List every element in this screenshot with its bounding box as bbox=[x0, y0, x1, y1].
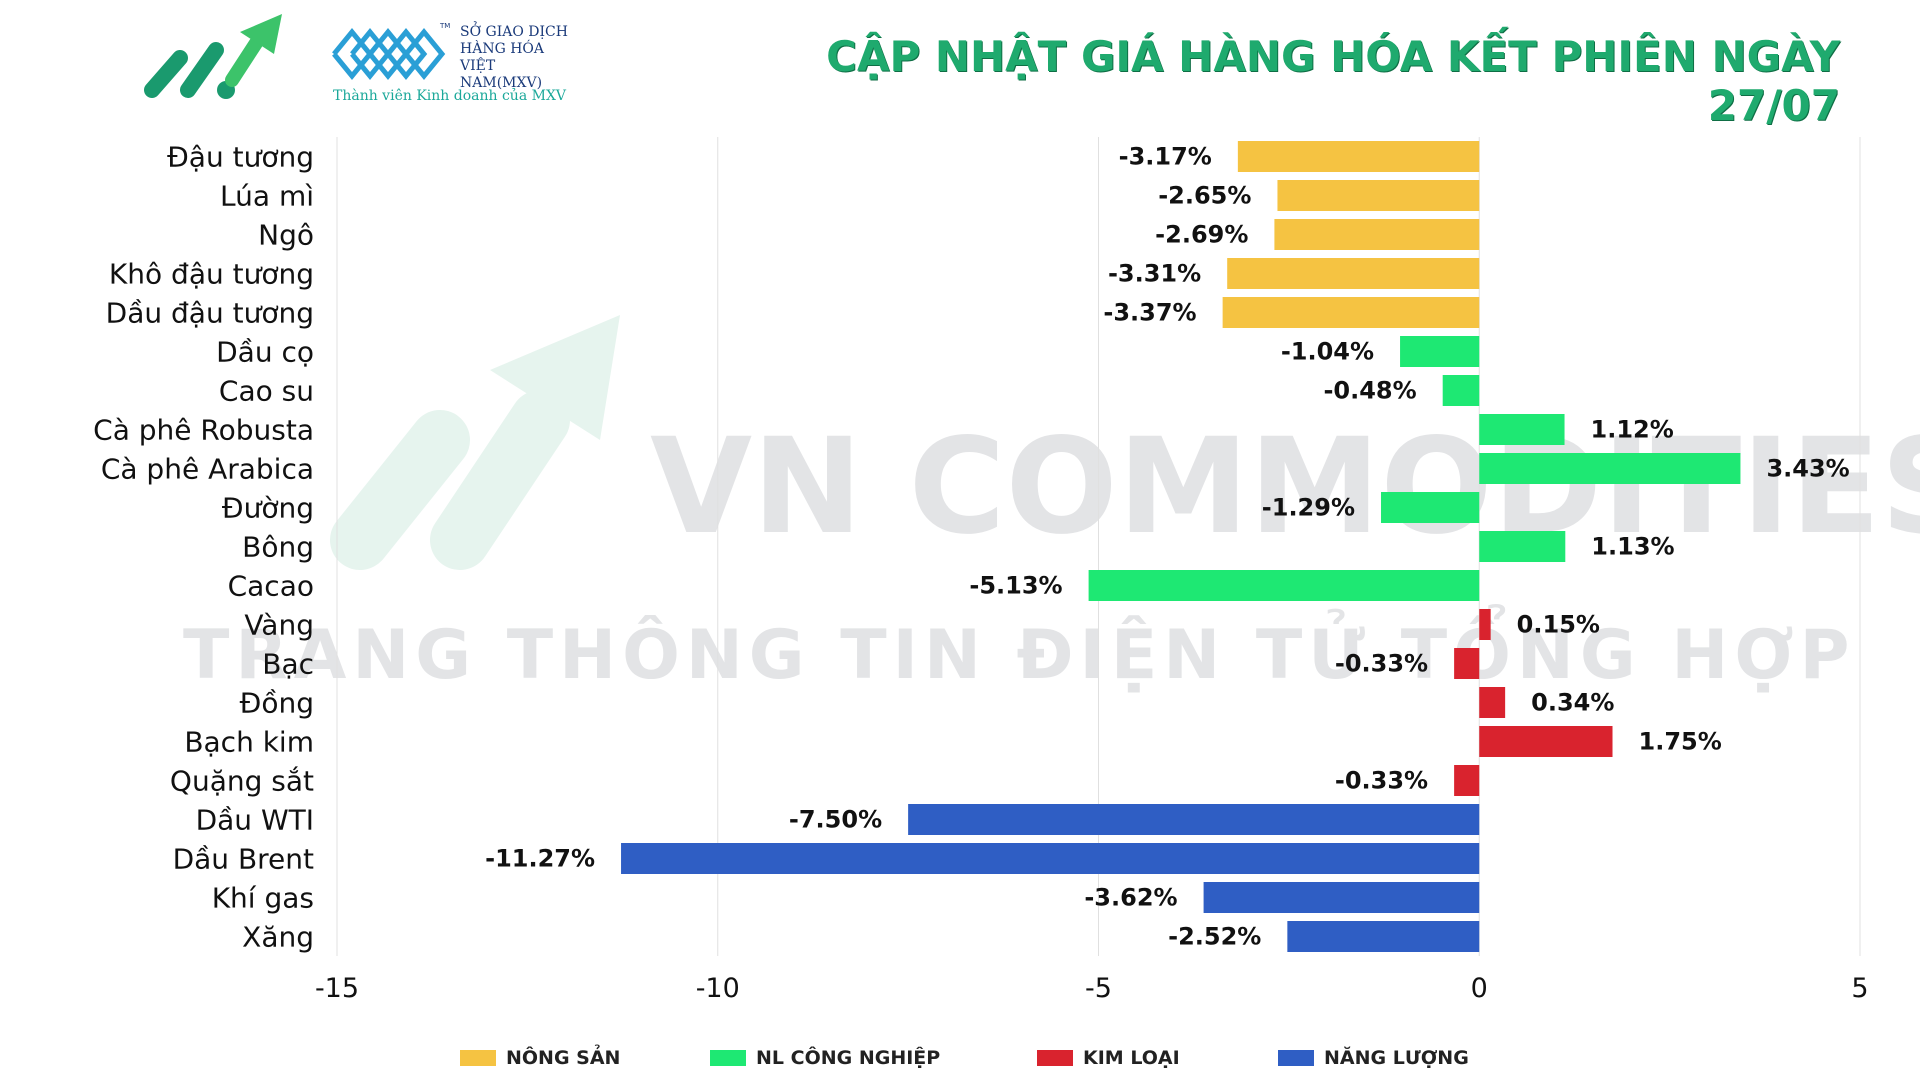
category-label: Cao su bbox=[219, 375, 314, 408]
category-label: Đậu tương bbox=[167, 141, 314, 174]
data-label: -0.33% bbox=[1335, 767, 1428, 795]
category-label: Khí gas bbox=[212, 882, 314, 915]
data-label: -1.04% bbox=[1281, 338, 1374, 366]
data-label: -1.29% bbox=[1262, 494, 1355, 522]
legend-swatch-nl-cong-nghiep bbox=[710, 1050, 746, 1066]
bar bbox=[1479, 726, 1613, 757]
bar bbox=[1454, 765, 1480, 796]
category-label: Ngô bbox=[258, 219, 314, 252]
category-label: Xăng bbox=[242, 921, 314, 954]
category-label: Khô đậu tương bbox=[109, 258, 314, 291]
bar bbox=[1277, 180, 1480, 211]
category-label: Dầu Brent bbox=[173, 843, 314, 876]
category-label: Bông bbox=[242, 531, 314, 564]
legend-label-nl-cong-nghiep: NL CÔNG NGHIỆP bbox=[756, 1047, 941, 1069]
bar bbox=[1442, 375, 1480, 406]
bar bbox=[1274, 219, 1480, 250]
bar bbox=[1381, 492, 1480, 523]
bar bbox=[1203, 882, 1480, 913]
x-tick-label: -10 bbox=[696, 973, 740, 1004]
bar bbox=[621, 843, 1480, 874]
page-title: CẬP NHẬT GIÁ HÀNG HÓA KẾT PHIÊN NGÀY 27/… bbox=[826, 32, 1840, 130]
bar bbox=[1479, 453, 1741, 484]
category-label: Cà phê Arabica bbox=[101, 453, 314, 486]
data-label: -2.69% bbox=[1155, 221, 1248, 249]
legend-label-nang-luong: NĂNG LƯỢNG bbox=[1324, 1047, 1469, 1069]
category-label: Cacao bbox=[228, 570, 314, 603]
category-label: Cà phê Robusta bbox=[93, 414, 314, 447]
category-label: Đồng bbox=[240, 687, 314, 720]
data-label: -0.33% bbox=[1335, 650, 1428, 678]
category-label: Dầu WTI bbox=[196, 804, 314, 837]
data-label: -0.48% bbox=[1323, 377, 1416, 405]
data-label: -3.62% bbox=[1084, 884, 1177, 912]
data-label: -11.27% bbox=[485, 845, 595, 873]
data-label: -3.31% bbox=[1108, 260, 1201, 288]
bar bbox=[1088, 570, 1480, 601]
legend-swatch-kim-loai bbox=[1037, 1050, 1073, 1066]
x-tick-label: -15 bbox=[315, 973, 359, 1004]
bar bbox=[1400, 336, 1480, 367]
category-label: Vàng bbox=[244, 609, 314, 642]
data-label: -7.50% bbox=[789, 806, 882, 834]
category-label: Bạch kim bbox=[184, 726, 314, 759]
mxv-lattice-icon bbox=[332, 28, 446, 80]
category-label: Dầu cọ bbox=[216, 336, 314, 369]
bar bbox=[1227, 258, 1480, 289]
category-label: Bạc bbox=[262, 648, 314, 681]
bar bbox=[1479, 414, 1565, 445]
data-label: -2.65% bbox=[1158, 182, 1251, 210]
legend-swatch-nong-san bbox=[460, 1050, 496, 1066]
bar bbox=[1222, 297, 1480, 328]
category-label: Đường bbox=[222, 492, 314, 525]
bar bbox=[1479, 687, 1506, 718]
data-label: 1.12% bbox=[1591, 416, 1674, 444]
mxv-name: SỞ GIAO DỊCH HÀNG HÓA VIỆT NAM(MXV) bbox=[460, 24, 580, 92]
mxv-trademark: TM bbox=[440, 22, 451, 30]
legend-swatch-nang-luong bbox=[1278, 1050, 1314, 1066]
category-label: Dầu đậu tương bbox=[106, 297, 314, 330]
data-label: -2.52% bbox=[1168, 923, 1261, 951]
data-label: -3.17% bbox=[1119, 143, 1212, 171]
data-label: -3.37% bbox=[1103, 299, 1196, 327]
bar bbox=[1237, 141, 1480, 172]
x-tick-label: 5 bbox=[1851, 973, 1868, 1004]
data-label: 1.75% bbox=[1639, 728, 1722, 756]
legend-label-kim-loai: KIM LOẠI bbox=[1083, 1047, 1180, 1069]
data-label: 0.15% bbox=[1517, 611, 1600, 639]
category-label: Lúa mì bbox=[220, 180, 314, 213]
mxv-name-line-1: SỞ GIAO DỊCH bbox=[460, 24, 568, 40]
x-tick-label: 0 bbox=[1471, 973, 1488, 1004]
bar bbox=[1479, 609, 1491, 640]
growth-arrow-icon bbox=[144, 14, 282, 99]
legend-label-nong-san: NÔNG SẢN bbox=[506, 1047, 621, 1069]
mxv-name-line-3: VIỆT NAM(MXV) bbox=[460, 58, 543, 91]
category-label: Quặng sắt bbox=[170, 765, 314, 798]
bar bbox=[908, 804, 1480, 835]
bar bbox=[1454, 648, 1480, 679]
watermark-arrow-icon bbox=[330, 315, 620, 570]
mxv-subtitle: Thành viên Kinh doanh của MXV bbox=[333, 88, 567, 104]
bar bbox=[1287, 921, 1480, 952]
x-tick-label: -5 bbox=[1085, 973, 1112, 1004]
data-label: 1.13% bbox=[1591, 533, 1674, 561]
mxv-name-line-2: HÀNG HÓA bbox=[460, 41, 544, 57]
data-label: 0.34% bbox=[1531, 689, 1614, 717]
data-label: -5.13% bbox=[969, 572, 1062, 600]
bar bbox=[1479, 531, 1566, 562]
data-label: 3.43% bbox=[1766, 455, 1849, 483]
logo-area: TM SỞ GIAO DỊCH HÀNG HÓA VIỆT NAM(MXV) T… bbox=[140, 10, 580, 110]
